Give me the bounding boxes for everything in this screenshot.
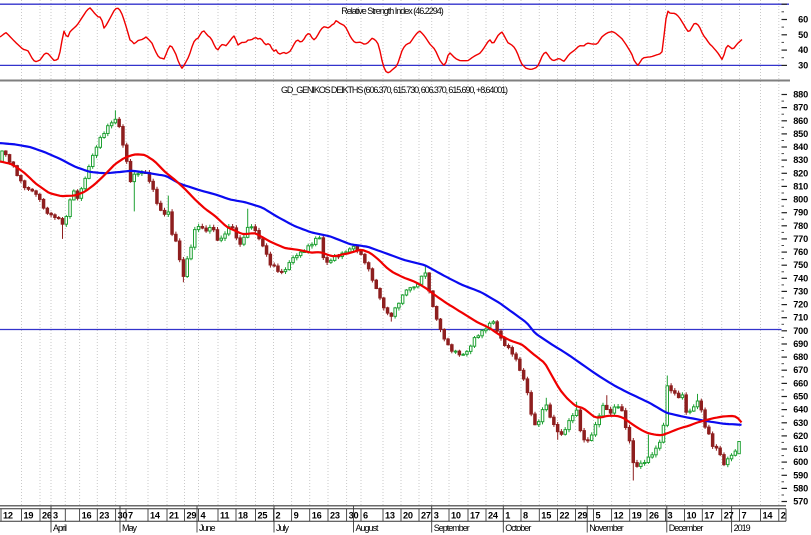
svg-text:2: 2 bbox=[781, 511, 786, 521]
svg-text:60: 60 bbox=[798, 15, 808, 25]
svg-text:30: 30 bbox=[798, 60, 808, 70]
svg-text:14: 14 bbox=[150, 511, 161, 521]
svg-text:June: June bbox=[199, 523, 216, 533]
svg-text:10: 10 bbox=[451, 511, 461, 521]
svg-text:750: 750 bbox=[793, 260, 808, 270]
svg-text:29: 29 bbox=[578, 511, 588, 521]
svg-text:September: September bbox=[434, 523, 470, 533]
svg-text:10: 10 bbox=[687, 511, 697, 521]
svg-text:25: 25 bbox=[258, 511, 268, 521]
svg-text:13: 13 bbox=[385, 511, 395, 521]
svg-text:620: 620 bbox=[793, 431, 808, 441]
svg-text:26: 26 bbox=[649, 511, 659, 521]
svg-text:730: 730 bbox=[793, 286, 808, 296]
svg-text:610: 610 bbox=[793, 444, 808, 454]
svg-text:22: 22 bbox=[560, 511, 570, 521]
svg-text:October: October bbox=[505, 523, 531, 533]
svg-text:21: 21 bbox=[169, 511, 179, 521]
svg-text:40: 40 bbox=[798, 45, 808, 55]
svg-text:April: April bbox=[53, 523, 67, 533]
svg-text:8: 8 bbox=[523, 511, 528, 521]
svg-text:640: 640 bbox=[793, 405, 808, 415]
svg-text:5: 5 bbox=[596, 511, 601, 521]
svg-text:23: 23 bbox=[330, 511, 340, 521]
svg-text:570: 570 bbox=[793, 497, 808, 507]
svg-text:12: 12 bbox=[3, 511, 13, 521]
svg-text:27: 27 bbox=[421, 511, 431, 521]
svg-text:14: 14 bbox=[763, 511, 774, 521]
svg-text:580: 580 bbox=[793, 483, 808, 493]
svg-text:July: July bbox=[276, 523, 290, 533]
svg-text:27: 27 bbox=[724, 511, 734, 521]
svg-text:24: 24 bbox=[488, 511, 499, 521]
svg-text:Relative Strength Index (46.22: Relative Strength Index (46.2294) bbox=[341, 6, 444, 16]
svg-text:17: 17 bbox=[470, 511, 480, 521]
svg-text:29: 29 bbox=[187, 511, 197, 521]
svg-text:1: 1 bbox=[505, 511, 510, 521]
svg-text:720: 720 bbox=[793, 300, 808, 310]
svg-text:December: December bbox=[669, 523, 704, 533]
svg-text:660: 660 bbox=[793, 378, 808, 388]
svg-text:780: 780 bbox=[793, 221, 808, 231]
svg-text:800: 800 bbox=[793, 195, 808, 205]
svg-text:7: 7 bbox=[742, 511, 747, 521]
svg-text:700: 700 bbox=[793, 326, 808, 336]
svg-text:4: 4 bbox=[201, 511, 207, 521]
svg-text:820: 820 bbox=[793, 168, 808, 178]
svg-text:19: 19 bbox=[24, 511, 34, 521]
svg-text:3: 3 bbox=[53, 511, 58, 521]
svg-text:11: 11 bbox=[220, 511, 229, 521]
svg-text:15: 15 bbox=[541, 511, 551, 521]
svg-text:16: 16 bbox=[312, 511, 322, 521]
svg-text:850: 850 bbox=[793, 129, 808, 139]
svg-text:GD_GENIKOS DEIKTHS (606.370, 6: GD_GENIKOS DEIKTHS (606.370, 615.730, 60… bbox=[281, 85, 508, 95]
svg-text:770: 770 bbox=[793, 234, 808, 244]
svg-text:760: 760 bbox=[793, 247, 808, 257]
svg-text:630: 630 bbox=[793, 418, 808, 428]
svg-text:3: 3 bbox=[434, 511, 439, 521]
svg-text:3: 3 bbox=[668, 511, 673, 521]
svg-text:600: 600 bbox=[793, 457, 808, 467]
svg-text:20: 20 bbox=[403, 511, 413, 521]
svg-text:690: 690 bbox=[793, 339, 808, 349]
svg-text:9: 9 bbox=[294, 511, 299, 521]
svg-text:50: 50 bbox=[798, 30, 808, 40]
svg-text:12: 12 bbox=[614, 511, 624, 521]
svg-text:18: 18 bbox=[238, 511, 248, 521]
svg-text:2: 2 bbox=[276, 511, 281, 521]
svg-text:6: 6 bbox=[363, 511, 368, 521]
svg-text:November: November bbox=[589, 523, 624, 533]
svg-text:870: 870 bbox=[793, 103, 808, 113]
svg-text:740: 740 bbox=[793, 273, 808, 283]
svg-text:680: 680 bbox=[793, 352, 808, 362]
svg-text:August: August bbox=[356, 523, 380, 533]
svg-text:670: 670 bbox=[793, 365, 808, 375]
svg-text:590: 590 bbox=[793, 470, 808, 480]
svg-text:26: 26 bbox=[42, 511, 52, 521]
svg-text:30: 30 bbox=[118, 511, 128, 521]
svg-text:650: 650 bbox=[793, 392, 808, 402]
svg-text:860: 860 bbox=[793, 116, 808, 126]
svg-text:840: 840 bbox=[793, 142, 808, 152]
svg-text:880: 880 bbox=[793, 90, 808, 100]
svg-text:7: 7 bbox=[128, 511, 133, 521]
svg-text:2019: 2019 bbox=[734, 523, 751, 533]
svg-text:810: 810 bbox=[793, 181, 808, 191]
svg-text:830: 830 bbox=[793, 155, 808, 165]
svg-text:710: 710 bbox=[793, 313, 808, 323]
svg-text:May: May bbox=[122, 523, 138, 533]
svg-text:17: 17 bbox=[704, 511, 714, 521]
svg-text:23: 23 bbox=[99, 511, 109, 521]
svg-text:19: 19 bbox=[632, 511, 642, 521]
svg-text:16: 16 bbox=[82, 511, 92, 521]
svg-text:790: 790 bbox=[793, 208, 808, 218]
